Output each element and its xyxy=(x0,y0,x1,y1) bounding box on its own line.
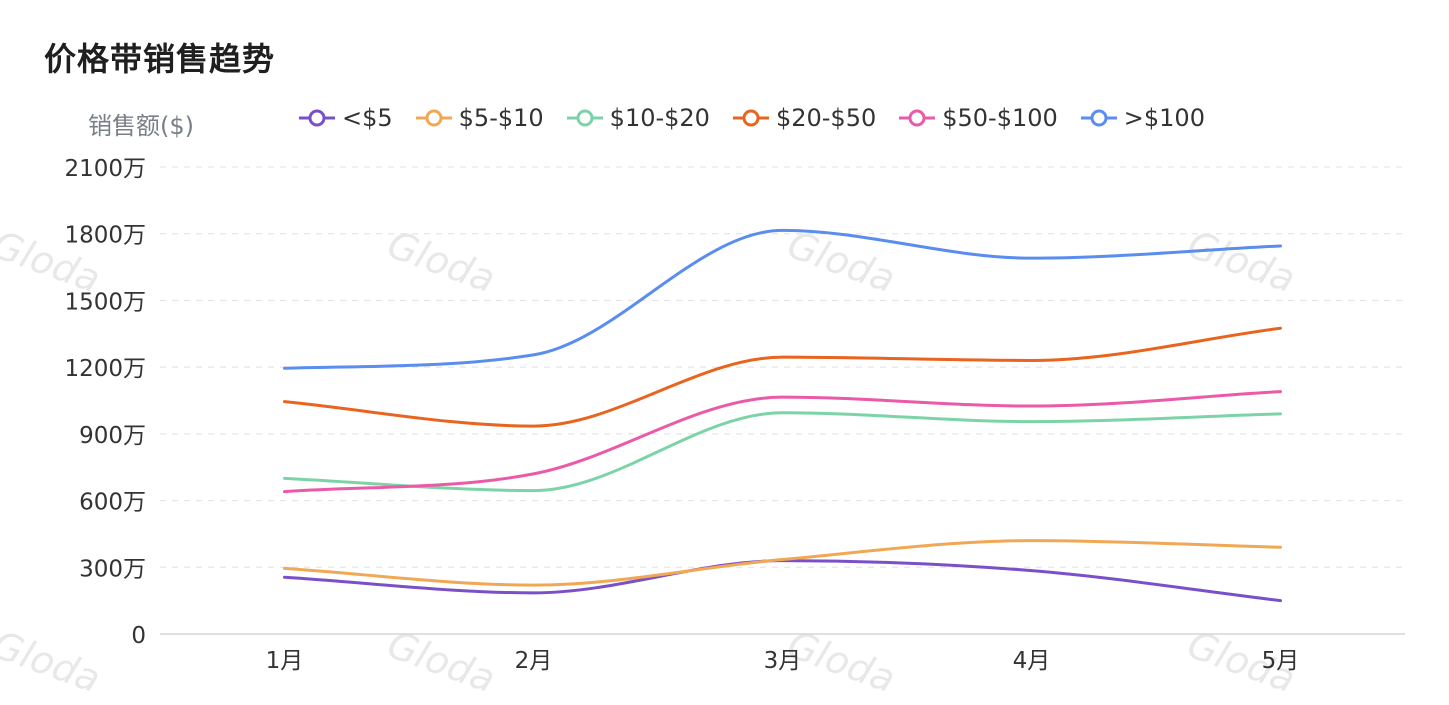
y-tick-label: 1800万 xyxy=(64,223,146,249)
legend-marker-icon xyxy=(566,109,603,127)
series-line-1[interactable] xyxy=(283,539,1282,587)
y-tick-label: 600万 xyxy=(79,490,146,516)
x-tick-label: 2月 xyxy=(515,648,553,674)
legend-marker-icon xyxy=(299,109,335,127)
legend-item[interactable]: $10-$20 xyxy=(566,104,710,132)
series-line-5[interactable] xyxy=(283,228,1282,370)
watermark-text: Gloda xyxy=(0,622,106,701)
x-tick-label: 3月 xyxy=(764,648,802,674)
x-tick-label: 1月 xyxy=(266,648,304,674)
y-tick-label: 1500万 xyxy=(64,289,146,315)
legend-label: $50-$100 xyxy=(942,104,1058,132)
y-tick-label: 1200万 xyxy=(64,356,146,382)
chart-title: 价格带销售趋势 xyxy=(44,40,276,78)
legend-item[interactable]: $50-$100 xyxy=(898,104,1058,132)
legend-label: $10-$20 xyxy=(609,104,710,132)
x-tick-label: 5月 xyxy=(1262,648,1300,674)
legend: <$5 $5-$10 $10-$20 $20-$50 $50-$100 >$100 xyxy=(298,104,1227,132)
legend-label: $5-$10 xyxy=(458,104,544,132)
series-line-2[interactable] xyxy=(283,411,1282,493)
y-tick-label: 300万 xyxy=(79,556,146,582)
legend-marker-icon xyxy=(1080,109,1117,127)
legend-item[interactable]: $5-$10 xyxy=(415,104,544,132)
legend-label: <$5 xyxy=(342,104,393,132)
y-tick-label: 900万 xyxy=(79,423,146,449)
y-axis-label: 销售额($) xyxy=(88,112,194,140)
y-tick-label: 2100万 xyxy=(64,156,146,182)
legend-item[interactable]: >$100 xyxy=(1080,104,1205,132)
series-line-3[interactable] xyxy=(283,326,1282,428)
y-tick-label: 0 xyxy=(131,623,146,649)
x-tick-label: 4月 xyxy=(1013,648,1051,674)
legend-item[interactable]: <$5 xyxy=(298,104,393,132)
legend-label: >$100 xyxy=(1123,104,1205,132)
series-line-4[interactable] xyxy=(283,390,1282,494)
legend-marker-icon xyxy=(415,109,452,127)
legend-marker-icon xyxy=(899,109,936,127)
legend-label: $20-$50 xyxy=(775,104,877,132)
legend-item[interactable]: $20-$50 xyxy=(732,104,876,132)
legend-marker-icon xyxy=(732,109,769,127)
